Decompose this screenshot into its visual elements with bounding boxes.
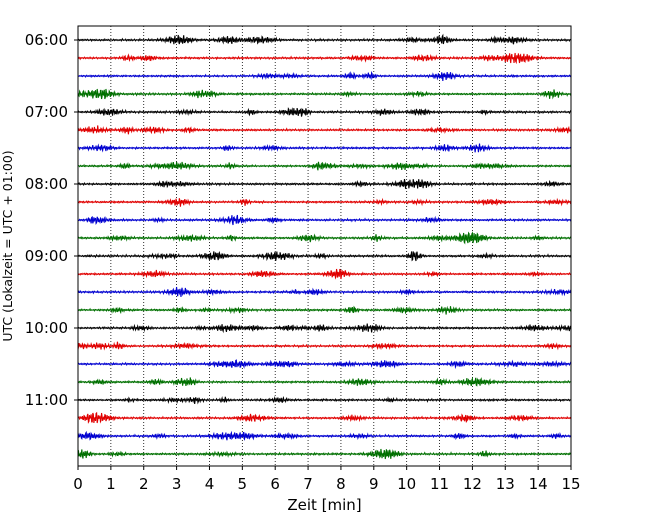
- x-tick-label: 10: [397, 475, 416, 493]
- y-tick-label: 11:00: [25, 391, 68, 409]
- x-tick-label: 7: [303, 475, 313, 493]
- seismogram-trace-0900: [77, 251, 572, 262]
- x-axis-label: Zeit [min]: [287, 496, 361, 514]
- x-tick-label: 5: [238, 475, 248, 493]
- x-tick-label: 2: [139, 475, 149, 493]
- seismogram-trace-0815: [77, 197, 572, 207]
- grid-lines: [110, 26, 539, 466]
- seismogram-trace-1115: [77, 411, 572, 424]
- x-tick-label: 0: [73, 475, 83, 493]
- plot-frame: [77, 25, 572, 467]
- y-tick-label: 09:00: [25, 247, 68, 265]
- y-tick-label: 07:00: [25, 103, 68, 121]
- seismogram-trace-1145: [77, 448, 572, 460]
- x-tick-label: 11: [430, 475, 449, 493]
- x-tick-label: 8: [336, 475, 346, 493]
- seismogram-trace-0600: [77, 33, 572, 45]
- seismogram-trace-0915: [77, 268, 572, 280]
- seismogram-trace-0830: [77, 214, 572, 226]
- x-tick-label: 3: [172, 475, 182, 493]
- x-axis-ticks: 0 1 2 3 4 5 6 7 8 9 10 11 12 13 14 15: [73, 466, 581, 493]
- seismogram-trace-1030: [77, 359, 572, 370]
- seismogram-trace-0715: [77, 125, 572, 135]
- y-tick-label: 10:00: [25, 319, 68, 337]
- seismogram-trace-1100: [77, 395, 572, 405]
- seismogram-trace-0930: [77, 286, 572, 298]
- seismogram-trace-1045: [77, 376, 572, 387]
- y-axis-ticks: 06:00 07:00 08:00 09:00 10:00 11:00: [25, 31, 78, 409]
- x-tick-label: 15: [561, 475, 580, 493]
- seismogram-trace-1130: [77, 430, 572, 441]
- seismogram-trace-0645: [77, 88, 572, 100]
- y-tick-label: 06:00: [25, 31, 68, 49]
- y-axis-label: UTC (Lokalzeit = UTC + 01:00): [0, 150, 15, 341]
- seismogram-trace-0800: [77, 178, 572, 189]
- x-tick-label: 12: [463, 475, 482, 493]
- seismogram-trace-1015: [77, 341, 572, 351]
- x-tick-label: 9: [369, 475, 379, 493]
- seismogram-trace-0745: [77, 161, 572, 171]
- y-tick-label: 08:00: [25, 175, 68, 193]
- seismogram-trace-0730: [77, 143, 572, 153]
- x-tick-label: 6: [270, 475, 280, 493]
- seismogram-traces: [77, 33, 572, 460]
- seismogram-trace-0630: [77, 70, 572, 82]
- x-tick-label: 13: [496, 475, 515, 493]
- x-tick-label: 1: [106, 475, 116, 493]
- seismogram-trace-0845: [77, 231, 572, 245]
- seismogram-trace-0945: [77, 305, 572, 315]
- seismogram-trace-0615: [77, 52, 572, 65]
- x-tick-label: 4: [205, 475, 215, 493]
- x-tick-label: 14: [529, 475, 548, 493]
- seismogram-trace-0700: [77, 107, 572, 117]
- seismogram-trace-1000: [77, 323, 572, 334]
